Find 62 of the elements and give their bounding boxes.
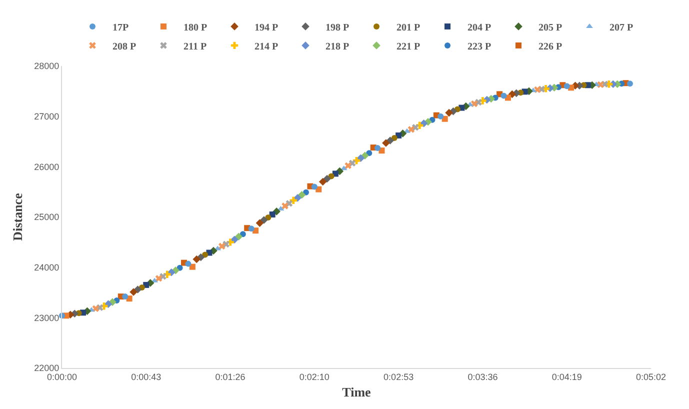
x-tick-label: 0:05:02 (636, 372, 666, 382)
point (344, 162, 352, 170)
point (290, 196, 297, 204)
point (438, 113, 444, 120)
legend-label: 218 P (326, 41, 350, 52)
legend-label: 198 P (326, 22, 350, 34)
legend-label: 223 P (468, 41, 492, 52)
legend-label: 194 P (254, 22, 278, 34)
point (130, 288, 138, 296)
y-tick-label: 25000 (34, 212, 60, 222)
legend-label: 17P (112, 22, 129, 34)
y-axis-title: Distance (10, 192, 26, 241)
point (374, 145, 381, 152)
legend-label: 204 P (468, 22, 492, 34)
point (218, 242, 226, 250)
y-tick-label: 26000 (34, 162, 60, 172)
y-tick-label: 27000 (34, 111, 60, 122)
y-tick-label: 28000 (34, 61, 60, 72)
point (311, 184, 318, 190)
point (104, 300, 112, 308)
y-tick-label: 22000 (34, 363, 60, 374)
point (189, 264, 196, 270)
point (597, 81, 604, 88)
point (155, 275, 162, 282)
y-tick-label: 24000 (34, 262, 60, 272)
x-tick-label: 0:00:00 (46, 372, 78, 382)
x-tick-label: 0:00:43 (131, 372, 162, 382)
x-tick-label: 0:01:26 (215, 372, 246, 382)
legend-label: 211 P (184, 41, 207, 52)
point (256, 219, 264, 227)
legend-label: 207 P (610, 22, 634, 34)
point (442, 116, 448, 122)
legend-label: 226 P (538, 41, 562, 52)
point (500, 92, 507, 99)
point (348, 160, 356, 167)
legend-label: 205 P (538, 22, 562, 34)
point (248, 226, 254, 232)
point (122, 294, 128, 300)
x-tick-label: 0:04:19 (552, 372, 582, 382)
point (269, 211, 276, 218)
point (382, 139, 390, 147)
point (192, 255, 201, 264)
point (626, 80, 633, 87)
point (323, 174, 331, 183)
point (185, 260, 192, 267)
point (445, 108, 453, 117)
point (356, 154, 365, 162)
point (282, 202, 288, 210)
legend-label: 221 P (396, 41, 420, 52)
x-tick-label: 0:03:36 (468, 372, 498, 382)
y-tick-label: 23000 (34, 312, 60, 323)
x-tick-label: 0:02:53 (384, 372, 414, 382)
x-axis-title: Time (342, 384, 372, 400)
legend-label: 201 P (396, 22, 420, 34)
point (318, 178, 327, 186)
legend-label: 214 P (254, 41, 278, 52)
legend-label: 208 P (112, 41, 136, 52)
point (234, 232, 243, 241)
point (470, 100, 478, 108)
x-tick-label: 0:02:10 (299, 372, 330, 382)
point (564, 83, 570, 90)
legend-label: 180 P (184, 22, 208, 34)
